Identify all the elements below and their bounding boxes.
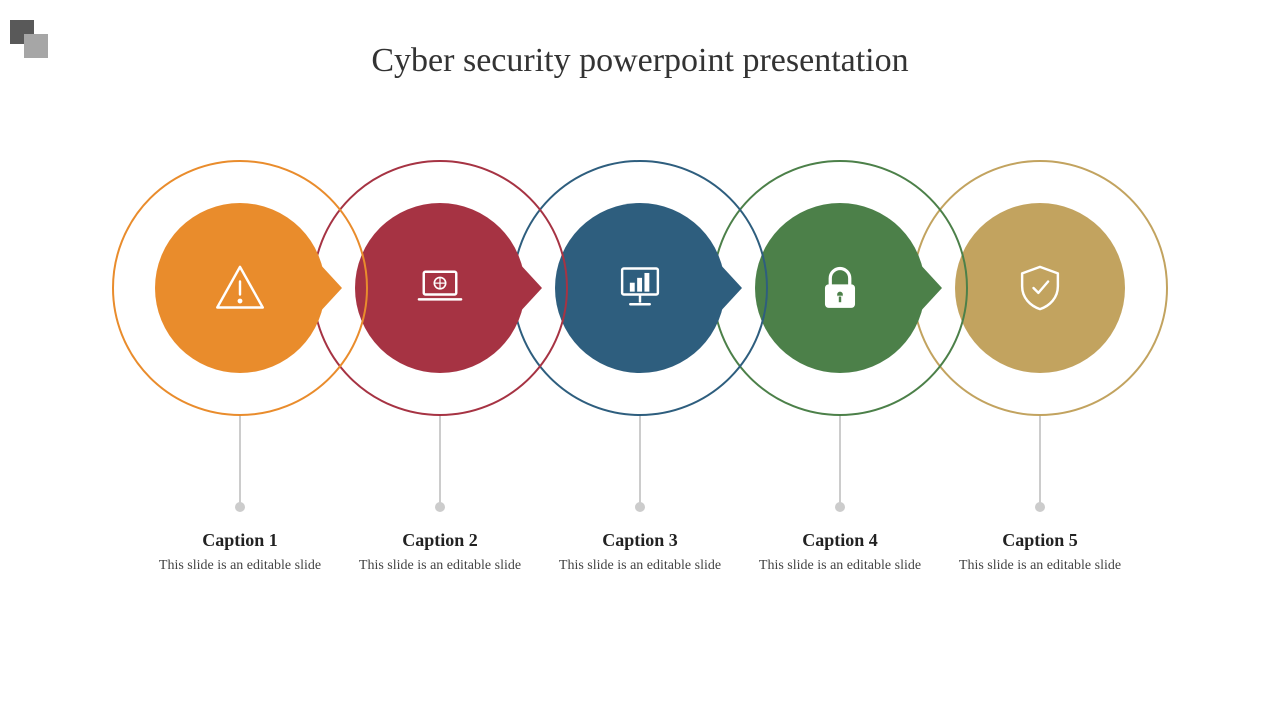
laptop-icon [414,262,466,314]
caption-block-3: Caption 3 This slide is an editable slide [550,530,730,576]
caption-title: Caption 2 [350,530,530,551]
slide-title: Cyber security powerpoint presentation [0,42,1280,80]
caption-block-1: Caption 1 This slide is an editable slide [150,530,330,576]
inner-circle [955,203,1125,373]
chart-icon [614,262,666,314]
caption-description: This slide is an editable slide [350,557,530,576]
inner-circle [555,203,725,373]
caption-title: Caption 4 [750,530,930,551]
caption-description: This slide is an editable slide [150,557,330,576]
caption-description: This slide is an editable slide [750,557,930,576]
connector-line [1039,416,1041,506]
inner-circle [755,203,925,373]
caption-description: This slide is an editable slide [550,557,730,576]
caption-block-5: Caption 5 This slide is an editable slide [950,530,1130,576]
connector-line [839,416,841,506]
connector-line [639,416,641,506]
lock-icon [814,262,866,314]
circle-flow-diagram [112,160,1168,420]
shield-icon [1014,262,1066,314]
arrow-point [918,262,942,314]
inner-circle [355,203,525,373]
caption-block-2: Caption 2 This slide is an editable slide [350,530,530,576]
circle-node-1 [112,160,368,416]
arrow-point [318,262,342,314]
inner-circle [155,203,325,373]
connector-line [239,416,241,506]
caption-title: Caption 5 [950,530,1130,551]
caption-title: Caption 1 [150,530,330,551]
connector-line [439,416,441,506]
warning-icon [214,262,266,314]
caption-block-4: Caption 4 This slide is an editable slide [750,530,930,576]
caption-description: This slide is an editable slide [950,557,1130,576]
caption-title: Caption 3 [550,530,730,551]
arrow-point [518,262,542,314]
arrow-point [718,262,742,314]
